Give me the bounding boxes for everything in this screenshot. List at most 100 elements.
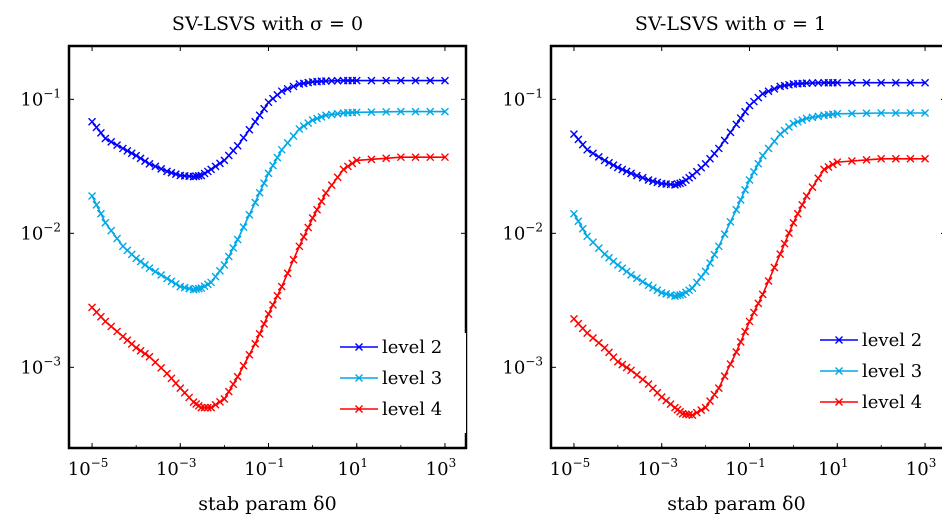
legend-label: level 2 [382,337,442,358]
legend-label: level 2 [862,330,922,351]
data-point-marker [771,138,778,145]
data-point-marker [93,201,100,208]
x-tick-label: 10−3 [156,456,197,480]
data-point-marker [261,105,268,112]
y-tick-label: 10−3 [20,354,61,378]
y-tick-label: 10−2 [502,220,543,244]
data-point-marker [225,253,232,260]
series-line [574,113,925,296]
x-axis-label: stab param δ0 [667,493,805,515]
data-point-marker [240,134,247,141]
x-tick-label: 101 [818,456,849,480]
data-point-marker [234,373,241,380]
data-point-marker [186,394,193,401]
data-point-marker [252,340,259,347]
data-point-marker [172,380,179,387]
data-point-marker [296,126,303,133]
data-point-marker [633,172,640,179]
data-point-marker [610,354,617,361]
data-point-marker [261,320,268,327]
data-point-marker [742,108,749,115]
data-point-marker [216,267,223,274]
data-point-marker [97,129,104,136]
data-point-marker [265,170,272,177]
data-point-marker [579,225,586,232]
data-point-marker [575,218,582,225]
data-point-marker [158,364,165,371]
data-point-marker [137,258,144,265]
data-point-marker [300,233,307,240]
data-point-marker [305,224,312,231]
data-point-marker [221,262,228,269]
x-tick-label: 10−5 [68,456,109,480]
data-point-marker [349,160,356,167]
data-point-marker [742,328,749,335]
data-point-marker [305,120,312,127]
x-tick-label: 103 [426,456,457,480]
data-point-marker [278,283,285,290]
data-point-marker [654,389,661,396]
data-point-marker [737,115,744,122]
data-point-marker [230,381,237,388]
legend-label: level 3 [382,368,442,389]
data-point-marker [274,154,281,161]
data-point-marker [759,291,766,298]
data-point-marker [727,218,734,225]
data-point-marker [290,256,297,263]
data-point-marker [240,362,247,369]
data-point-marker [693,279,700,286]
data-point-marker [721,373,728,380]
data-point-marker [230,244,237,251]
data-point-marker [733,121,740,128]
data-point-marker [108,227,115,234]
data-point-marker [322,189,329,196]
data-point-marker [794,210,801,217]
data-point-marker [278,146,285,153]
data-point-marker [318,198,325,205]
data-point-marker [698,164,705,171]
data-point-marker [623,268,630,275]
data-point-marker [204,281,211,288]
data-point-marker [727,129,734,136]
data-point-marker [340,166,347,173]
data-point-marker [711,150,718,157]
data-point-marker [619,265,626,272]
x-tick-label: 10−3 [637,456,678,480]
data-point-marker [771,264,778,271]
data-point-marker [284,139,291,146]
data-point-marker [799,201,806,208]
data-point-marker [759,152,766,159]
data-point-marker [284,270,291,277]
data-point-marker [290,132,297,139]
series-level-2 [89,77,449,180]
data-point-marker [765,277,772,284]
data-point-marker [633,371,640,378]
y-tick-label: 10−1 [20,86,61,110]
data-point-marker [252,199,259,206]
data-point-marker [755,94,762,101]
series-line [92,112,445,290]
data-point-marker [579,141,586,148]
x-tick-label: 10−1 [725,456,766,480]
series-level-3 [570,110,928,300]
data-point-marker [595,245,602,252]
data-point-marker [570,210,577,217]
x-tick-label: 101 [337,456,368,480]
data-point-marker [216,160,223,167]
data-point-marker [274,292,281,299]
data-point-marker [274,91,281,98]
data-point-marker [746,318,753,325]
chart-panel-sigma-0: SV-LSVS with σ = 0 10−5 10−3 10−1 101 103 10−3… [20,13,466,515]
data-point-marker [142,261,149,268]
chart-panel-sigma-1: SV-LSVS with σ = 1 10−5 10−3 10−1 101 103 10−3… [502,13,942,515]
data-point-marker [212,163,219,170]
x-axis-label: stab param δ0 [198,493,336,515]
data-point-marker [97,210,104,217]
data-point-marker [240,224,247,231]
data-point-marker [750,168,757,175]
data-point-marker [733,206,740,213]
data-point-marker [114,328,121,335]
data-point-marker [777,251,784,258]
data-point-marker [686,174,693,181]
